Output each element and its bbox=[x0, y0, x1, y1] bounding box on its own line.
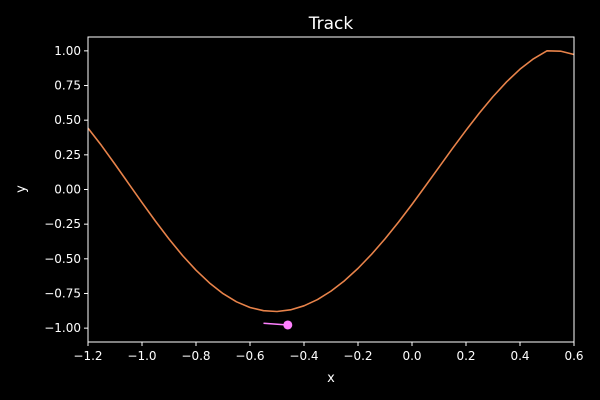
x-tick-label: −0.4 bbox=[289, 349, 318, 363]
y-tick-label: −1.00 bbox=[44, 321, 81, 335]
y-tick-label: 0.25 bbox=[54, 148, 81, 162]
x-axis-label: x bbox=[327, 371, 335, 386]
y-tick-label: 0.00 bbox=[54, 183, 81, 197]
x-tick-label: −0.2 bbox=[343, 349, 372, 363]
x-axis-ticks: −1.2 −1.0 −0.8 −0.6 −0.4 −0.2 0.0 0.2 0.4 0.6 bbox=[73, 342, 584, 363]
x-tick-label: 0.2 bbox=[456, 349, 475, 363]
x-tick-label: −0.6 bbox=[235, 349, 264, 363]
position-marker bbox=[283, 320, 293, 330]
y-tick-label: −0.75 bbox=[44, 286, 81, 300]
y-axis-label: y bbox=[14, 185, 29, 193]
x-tick-label: 0.4 bbox=[510, 349, 529, 363]
x-tick-label: −0.8 bbox=[181, 349, 210, 363]
series-line-0 bbox=[87, 50, 575, 313]
x-tick-label: 0.6 bbox=[564, 349, 583, 363]
x-tick-label: −1.0 bbox=[127, 349, 156, 363]
y-tick-label: −0.50 bbox=[44, 252, 81, 266]
y-tick-label: 0.50 bbox=[54, 113, 81, 127]
y-axis-ticks: 1.00 0.75 0.50 0.25 0.00 −0.25 −0.50 −0.75 −1.00 bbox=[44, 44, 88, 335]
x-tick-label: −1.2 bbox=[73, 349, 102, 363]
chart-title: Track bbox=[308, 14, 354, 34]
y-tick-label: −0.25 bbox=[44, 217, 81, 231]
y-tick-label: 0.75 bbox=[54, 79, 81, 93]
plot-area bbox=[87, 50, 575, 330]
x-tick-label: 0.0 bbox=[402, 349, 421, 363]
y-tick-label: 1.00 bbox=[54, 44, 81, 58]
